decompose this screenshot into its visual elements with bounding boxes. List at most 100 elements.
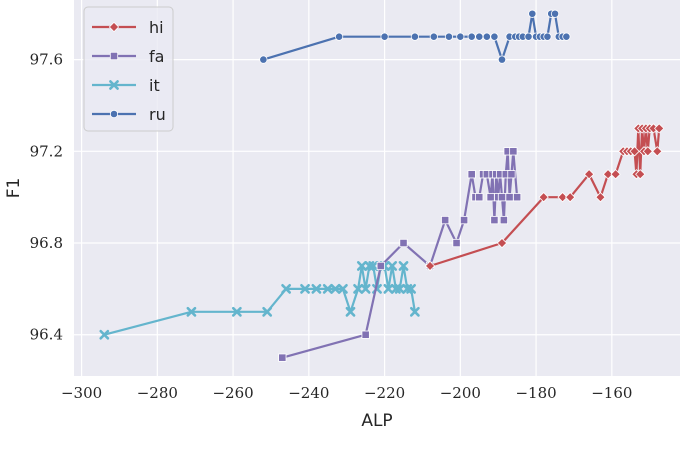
data-point-hi bbox=[583, 169, 595, 180]
data-point-hi bbox=[635, 169, 646, 180]
data-point-fa bbox=[505, 193, 514, 202]
legend-item-ru: ru bbox=[92, 105, 166, 124]
data-point-it bbox=[398, 261, 409, 271]
legend-item-hi: hi bbox=[92, 18, 164, 37]
data-point-hi bbox=[424, 260, 436, 272]
y-tick-label: 97.2 bbox=[30, 142, 63, 160]
data-point-it bbox=[300, 283, 310, 294]
data-point-ru bbox=[550, 9, 560, 18]
y-tick-label: 97.6 bbox=[30, 51, 63, 69]
x-tick-label: −160 bbox=[591, 384, 632, 402]
x-tick-label: −240 bbox=[288, 384, 329, 402]
y-axis-label: F1 bbox=[4, 178, 24, 199]
data-point-it bbox=[383, 283, 394, 294]
data-point-hi bbox=[629, 146, 640, 157]
data-point-hi bbox=[564, 192, 576, 203]
data-point-it bbox=[186, 306, 197, 317]
legend-box bbox=[83, 6, 174, 132]
legend-label: fa bbox=[149, 47, 164, 66]
data-point-it bbox=[322, 283, 333, 294]
data-point-it bbox=[394, 283, 405, 294]
data-point-hi bbox=[538, 192, 549, 203]
x-tick-label: −180 bbox=[515, 384, 556, 402]
x-tick-label: −280 bbox=[137, 384, 178, 402]
data-point-it bbox=[231, 306, 242, 317]
x-ticks: −300 −280 −260 −240 −220 −200 −180 −160 bbox=[61, 384, 632, 402]
series-ru bbox=[259, 9, 571, 64]
legend-marker bbox=[109, 109, 119, 119]
data-point-ru bbox=[482, 32, 491, 41]
legend: hi fa it ru bbox=[83, 6, 174, 132]
data-point-ru bbox=[259, 55, 268, 64]
data-point-ru bbox=[335, 32, 344, 41]
data-point-fa bbox=[513, 193, 522, 202]
data-point-hi bbox=[595, 192, 606, 203]
y-tick-label: 96.8 bbox=[30, 234, 63, 252]
x-tick-label: −260 bbox=[212, 384, 253, 402]
data-point-ru bbox=[475, 32, 484, 41]
data-point-fa bbox=[507, 170, 516, 179]
x-tick-label: −220 bbox=[364, 384, 405, 402]
data-point-hi bbox=[557, 192, 568, 203]
data-point-ru bbox=[528, 9, 537, 18]
data-point-fa bbox=[452, 238, 461, 248]
legend-marker bbox=[109, 80, 119, 90]
data-point-fa bbox=[497, 193, 507, 202]
data-point-fa bbox=[361, 330, 370, 339]
data-point-ru bbox=[429, 32, 438, 41]
data-point-it bbox=[387, 261, 398, 271]
x-axis-label: ALP bbox=[361, 411, 392, 431]
data-point-ru bbox=[562, 32, 571, 41]
data-point-ru bbox=[410, 32, 419, 41]
data-point-it bbox=[368, 261, 379, 271]
y-ticks: 96.4 96.8 97.2 97.6 bbox=[30, 51, 63, 344]
series-layer bbox=[99, 9, 665, 362]
data-point-hi bbox=[496, 237, 508, 249]
data-point-fa bbox=[399, 238, 408, 248]
data-point-ru bbox=[490, 32, 499, 41]
data-point-it bbox=[311, 283, 322, 294]
data-point-ru bbox=[444, 32, 454, 41]
data-point-ru bbox=[380, 32, 389, 41]
data-point-it bbox=[409, 306, 420, 317]
data-point-ru bbox=[524, 32, 533, 41]
data-point-fa bbox=[278, 353, 287, 362]
y-tick-label: 96.4 bbox=[30, 326, 63, 344]
data-point-it bbox=[406, 283, 416, 294]
data-point-hi bbox=[642, 146, 653, 157]
data-point-fa bbox=[509, 147, 518, 156]
data-point-hi bbox=[654, 123, 665, 134]
data-point-fa bbox=[467, 170, 476, 179]
data-point-it bbox=[353, 283, 363, 294]
legend-label: it bbox=[149, 76, 160, 95]
data-point-it bbox=[356, 261, 367, 271]
data-point-ru bbox=[543, 32, 552, 41]
data-point-it bbox=[281, 283, 291, 294]
legend-label: hi bbox=[149, 18, 164, 37]
data-point-ru bbox=[456, 32, 465, 41]
x-tick-label: −300 bbox=[61, 384, 102, 402]
x-tick-label: −200 bbox=[440, 384, 481, 402]
legend-item-fa: fa bbox=[92, 47, 164, 66]
series-it bbox=[99, 261, 420, 340]
data-point-fa bbox=[460, 215, 469, 225]
data-point-it bbox=[99, 329, 110, 340]
data-point-it bbox=[262, 306, 273, 317]
data-point-it bbox=[360, 283, 371, 294]
data-point-fa bbox=[441, 215, 450, 225]
data-point-hi bbox=[610, 169, 621, 180]
data-point-it bbox=[330, 283, 341, 294]
data-point-it bbox=[338, 283, 348, 294]
legend-marker bbox=[109, 51, 119, 61]
legend-label: ru bbox=[149, 105, 166, 124]
data-point-fa bbox=[475, 193, 484, 202]
series-hi bbox=[424, 123, 665, 272]
data-point-ru bbox=[497, 55, 507, 64]
data-point-fa bbox=[376, 261, 385, 271]
legend-marker bbox=[108, 21, 120, 33]
data-point-fa bbox=[490, 215, 499, 225]
legend-item-it: it bbox=[92, 76, 160, 95]
data-point-hi bbox=[602, 169, 614, 180]
data-point-ru bbox=[467, 32, 476, 41]
